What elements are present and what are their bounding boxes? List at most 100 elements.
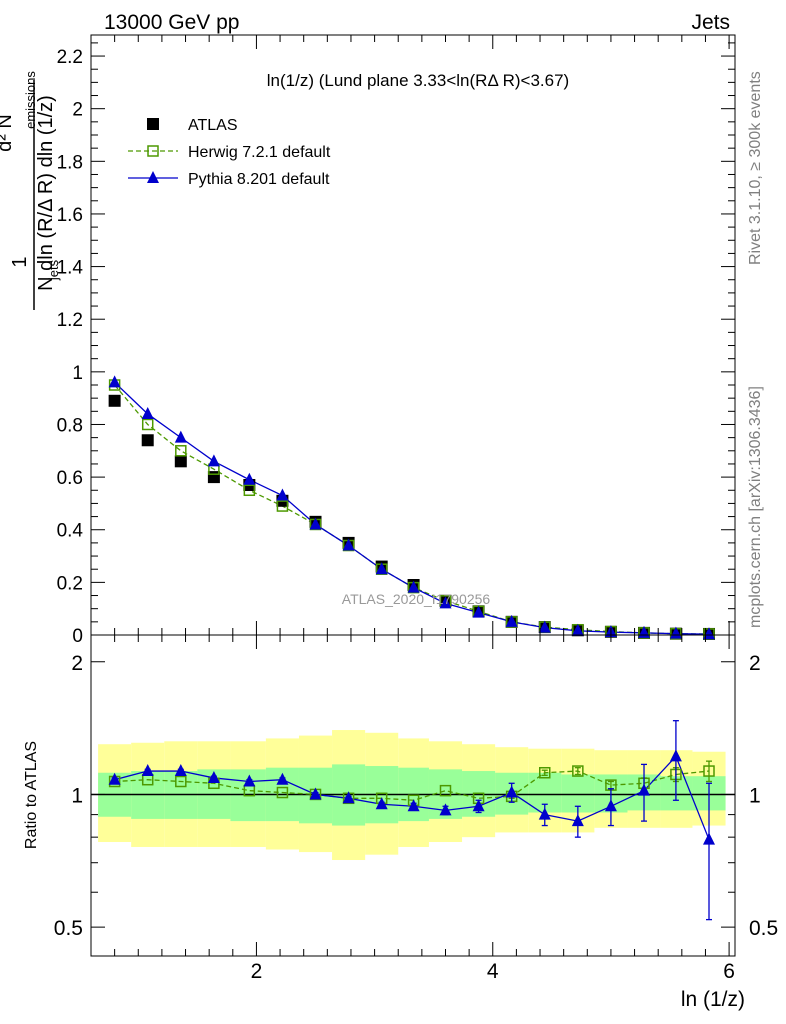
legend-label-2: Pythia 8.201 default xyxy=(188,171,330,188)
ratio-series-0-point xyxy=(703,765,715,777)
main-y-tick-label: 0.2 xyxy=(57,573,83,594)
main-y-tick-label: 1.2 xyxy=(57,310,83,331)
ratio-series-1-point xyxy=(309,787,322,800)
main-y-tick-label: 1 xyxy=(72,363,83,384)
main-series-2-point xyxy=(375,562,388,575)
main-series-2-point xyxy=(243,472,256,485)
ratio-y-tick-label-left: 1 xyxy=(71,784,83,807)
y-label-numerator: d² N xyxy=(0,114,16,152)
main-series-2-point xyxy=(505,614,518,627)
legend: ATLAS Herwig 7.2.1 default Pythia 8.201 de… xyxy=(128,117,331,188)
ratio-series-0-point xyxy=(175,775,187,788)
main-y-tick-label: 0.8 xyxy=(57,415,83,436)
ratio-series-1-point xyxy=(505,785,518,798)
ratio-series-1-point xyxy=(407,799,420,812)
ratio-series-1-point xyxy=(472,799,485,812)
ratio-series-0-point xyxy=(439,784,452,797)
ratio-series-1-point xyxy=(604,799,617,812)
y-label-one: 1 xyxy=(9,256,31,267)
main-y-tick-label: 2 xyxy=(72,100,83,121)
ratio-y-tick-label-right: 1 xyxy=(749,784,761,807)
ratio-series-1-point xyxy=(571,814,584,827)
ratio-series-1-point xyxy=(276,772,289,785)
ratio-series-1-point xyxy=(207,770,220,783)
main-plot-content xyxy=(108,375,716,640)
header-left-label: 13000 GeV pp xyxy=(104,11,239,34)
y-label-numerator-sub: emissions xyxy=(23,71,38,129)
main-y-tick-label: 1.4 xyxy=(57,258,84,279)
main-series-2-point xyxy=(141,406,154,419)
main-series-0-point xyxy=(141,434,154,447)
main-y-tick-label: 0.6 xyxy=(57,468,83,489)
ratio-x-tick-label: 2 xyxy=(251,960,263,983)
main-y-label: 1 d² N emissions N dln (R/Δ R) dln (1/z)… xyxy=(0,71,61,310)
main-y-tick-label: 1.8 xyxy=(57,152,83,173)
ratio-y-axis: 0.5 0.5 1 1 2 2 xyxy=(54,652,778,940)
main-series-2-point xyxy=(276,488,289,501)
ratio-plot-content xyxy=(91,720,735,921)
main-series-2-point xyxy=(342,538,355,551)
ratio-series-1-point xyxy=(538,807,551,820)
main-series-2-point xyxy=(174,430,187,443)
main-x-ticks xyxy=(90,35,730,635)
main-series-1-point xyxy=(243,484,256,497)
main-series-2-point xyxy=(703,627,716,640)
ratio-y-tick-label-right: 2 xyxy=(749,652,761,675)
main-y-tick-label: 0 xyxy=(72,626,83,647)
main-y-tick-label: 0.4 xyxy=(57,521,84,542)
main-series-0-point xyxy=(207,471,220,484)
main-series-2-point xyxy=(439,596,452,609)
legend-label-0: ATLAS xyxy=(188,117,238,134)
legend-marker-1 xyxy=(147,145,159,157)
ratio-series-1-point xyxy=(703,832,716,845)
legend-marker-0 xyxy=(147,118,159,130)
legend-marker-2 xyxy=(147,171,159,183)
main-series-2-point xyxy=(472,605,485,618)
ratio-series-0-point xyxy=(276,786,289,799)
mcplots-label: mcplots.cern.ch [arXiv:1306.3436] xyxy=(747,386,764,628)
main-panel: 0 0.2 0.4 0.6 0.8 1 1.2 1.4 1.6 1.8 2 2.2 ln(1/z) (… xyxy=(0,34,736,647)
ratio-x-tick-label: 4 xyxy=(487,960,499,983)
ratio-y-tick-label-left: 0.5 xyxy=(54,917,83,940)
legend-label-1: Herwig 7.2.1 default xyxy=(188,144,331,161)
ratio-series-1-point xyxy=(342,791,355,804)
main-title: ln(1/z) (Lund plane 3.33<ln(RΔ R)<3.67) xyxy=(267,71,569,90)
watermark: ATLAS_2020_I1790256 xyxy=(342,591,491,607)
rivet-label: Rivet 3.1.10, ≥ 300k events xyxy=(747,71,764,265)
header-right-label: Jets xyxy=(691,11,730,34)
main-series-2-point xyxy=(309,517,322,530)
ratio-series-0-point xyxy=(539,766,551,779)
ratio-x-axis: 2 4 6 xyxy=(90,635,735,983)
main-series-0-point xyxy=(108,394,121,407)
ratio-series-1-point xyxy=(243,774,256,787)
ratio-x-tick-label: 6 xyxy=(723,960,735,983)
main-series-1-point xyxy=(141,418,154,431)
ratio-series-1-point xyxy=(375,797,388,810)
main-series-2-point xyxy=(407,580,420,593)
ratio-series-1-point xyxy=(174,764,187,777)
main-series-1-point xyxy=(276,500,289,512)
main-series-2-point xyxy=(207,454,220,467)
main-series-2-point xyxy=(571,623,584,636)
ratio-series-0-point xyxy=(572,765,584,777)
main-y-tick-label: 1.6 xyxy=(57,205,83,226)
main-series-0-point xyxy=(174,455,187,468)
ratio-series-1-point xyxy=(108,772,121,785)
ratio-series-1-point xyxy=(638,783,651,796)
y-label-denominator: N dln (R/Δ R) dln (1/z) xyxy=(35,95,57,291)
ratio-y-tick-label-left: 2 xyxy=(71,652,83,675)
main-series-2-point xyxy=(538,620,551,633)
main-series-2-point xyxy=(108,375,121,388)
ratio-series-1-point xyxy=(669,749,682,762)
main-y-tick-label: 2.2 xyxy=(57,47,83,68)
ratio-y-tick-label-right: 0.5 xyxy=(749,917,778,940)
ratio-y-label: Ratio to ATLAS xyxy=(23,741,40,849)
ratio-panel: 0.5 0.5 1 1 2 2 2 4 6 Ratio to ATLAS ln (1/z) xyxy=(23,634,778,1011)
main-series-1-point xyxy=(175,445,187,457)
main-series-2-point xyxy=(669,626,682,639)
main-y-axis: 0 0.2 0.4 0.6 0.8 1 1.2 1.4 1.6 1.8 2 2.2 xyxy=(57,42,735,647)
ratio-series-1-point xyxy=(439,803,452,816)
x-axis-label: ln (1/z) xyxy=(681,988,745,1011)
y-label-denominator-sub: jets xyxy=(46,259,61,281)
